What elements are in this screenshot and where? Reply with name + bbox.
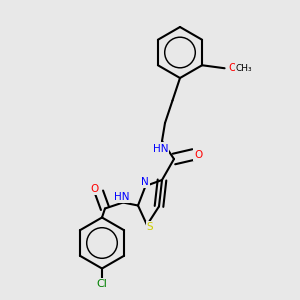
Text: CH₃: CH₃ — [236, 64, 252, 73]
Text: Cl: Cl — [97, 279, 107, 290]
Text: O: O — [194, 149, 202, 160]
Text: O: O — [229, 63, 237, 73]
Text: HN: HN — [153, 143, 168, 154]
Text: N: N — [141, 177, 149, 188]
Text: S: S — [147, 222, 153, 233]
Text: O: O — [90, 184, 98, 194]
Text: HN: HN — [114, 192, 129, 202]
